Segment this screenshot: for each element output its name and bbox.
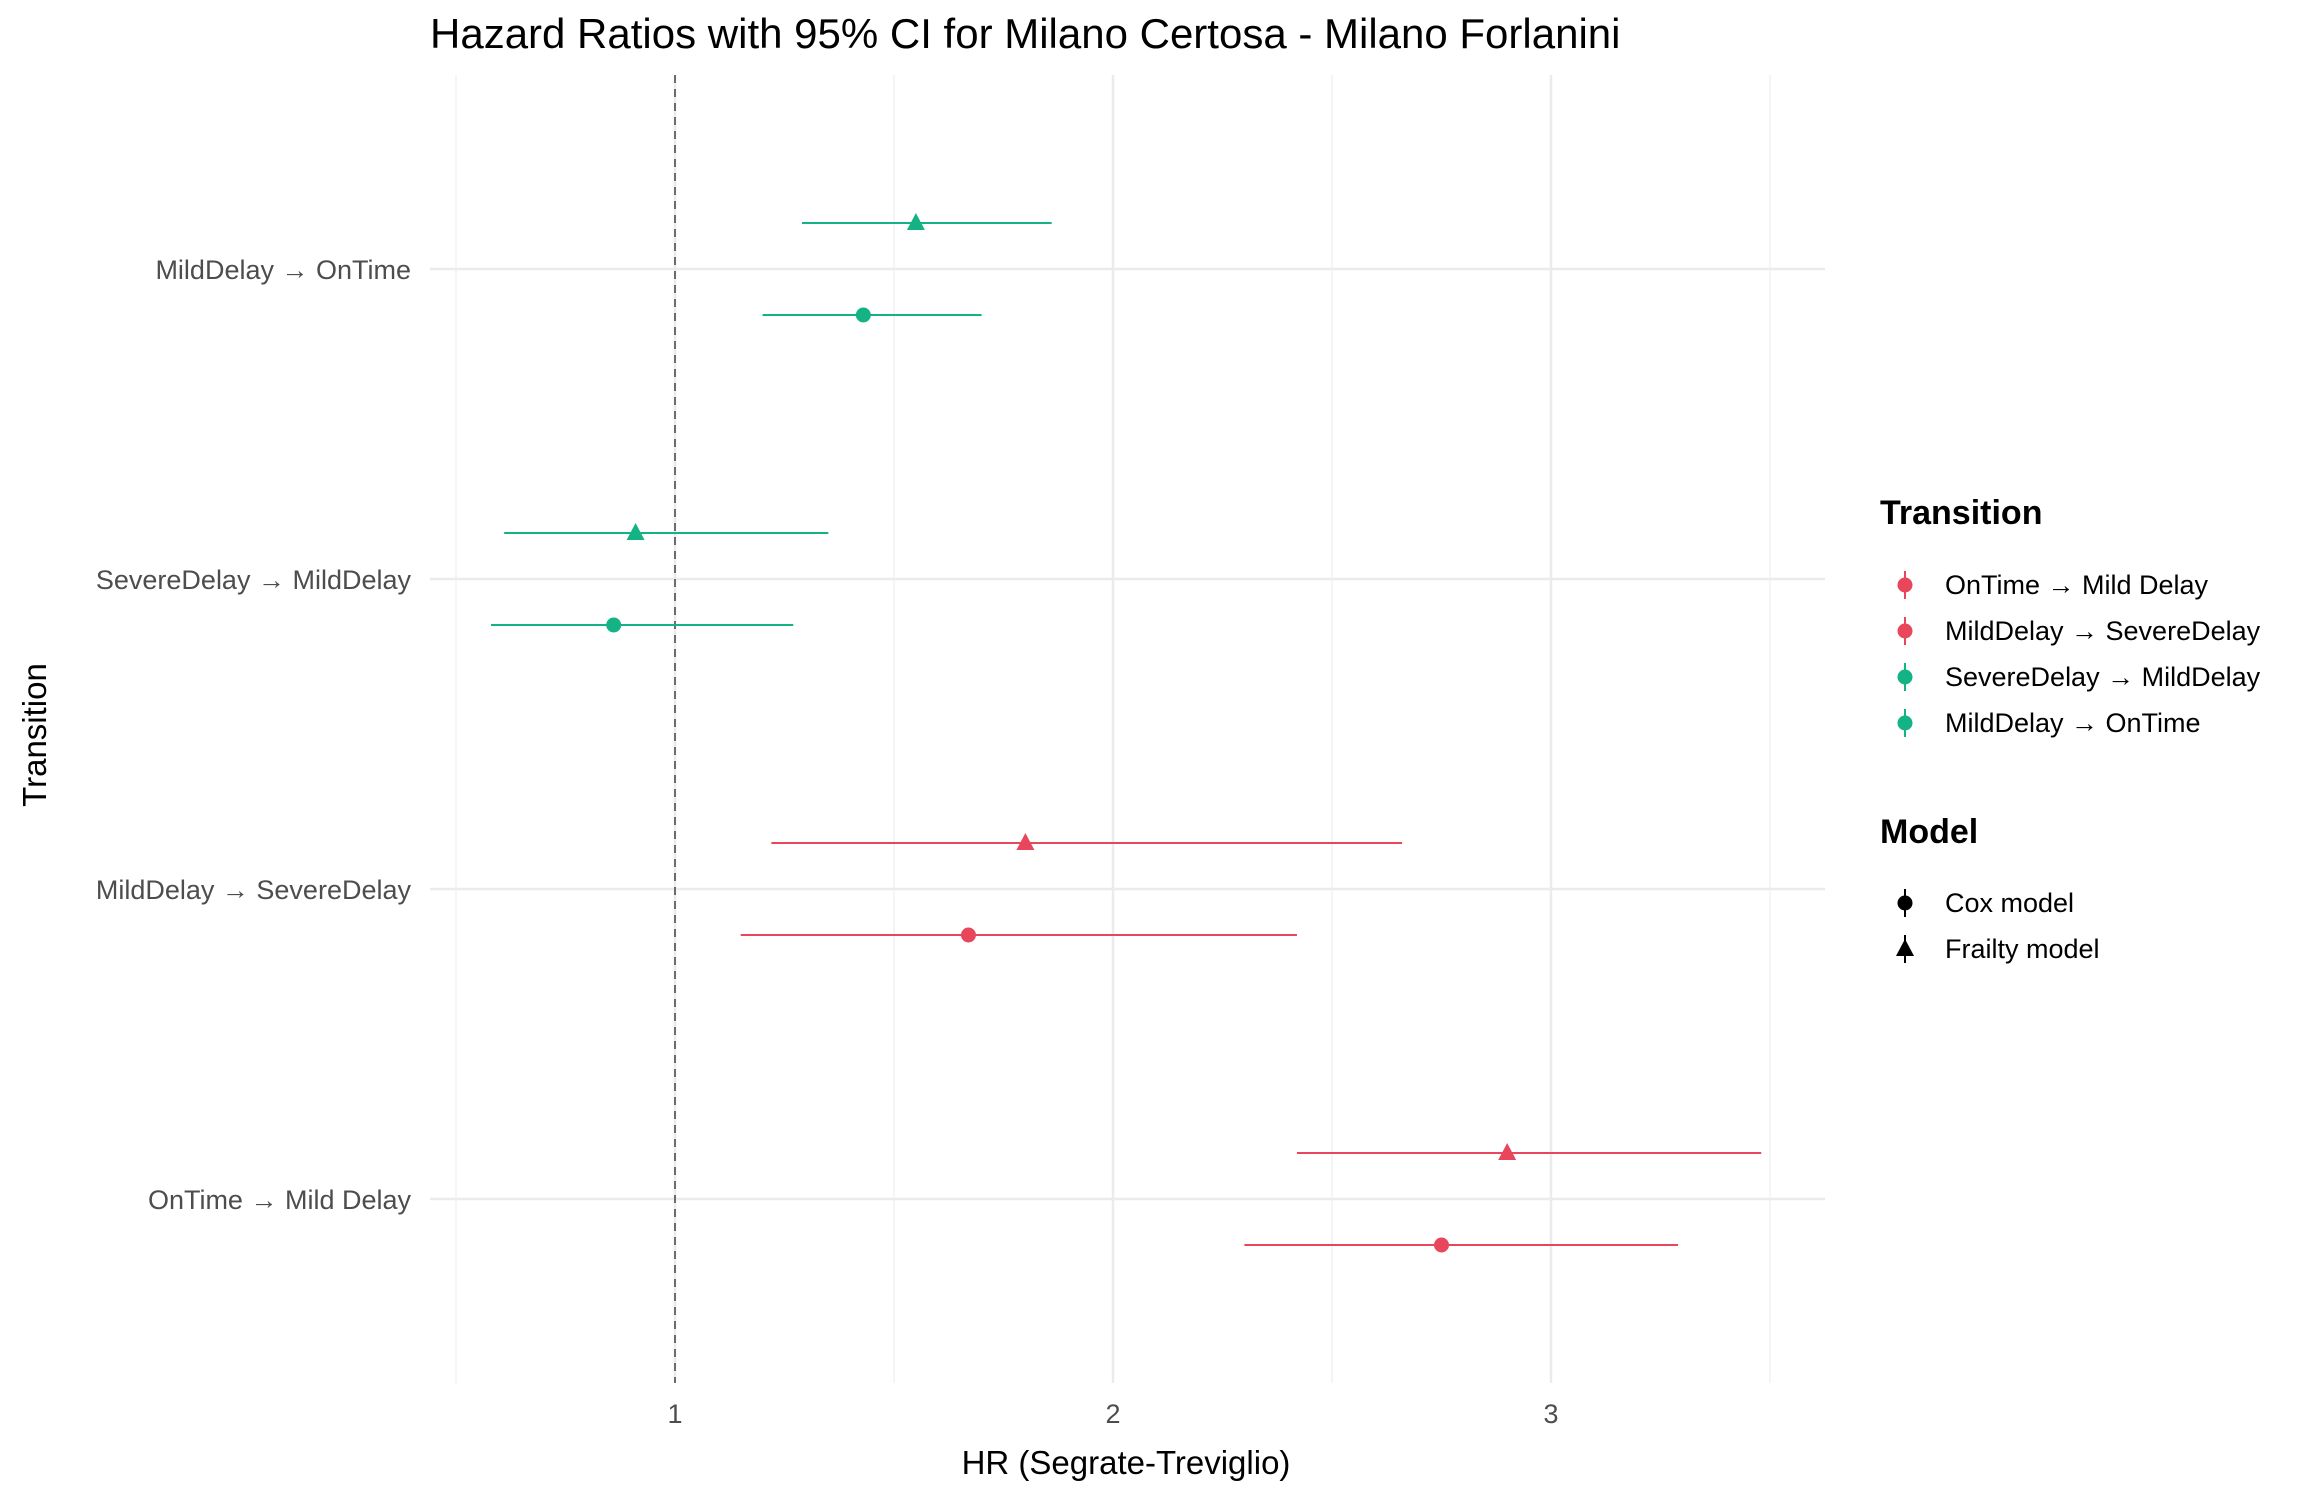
point-circle-2 [606,617,622,633]
y-tick-labels: OnTime → Mild Delay MildDelay → SevereDel… [96,255,412,1215]
point-circle-1 [960,927,976,943]
legend-model-label-1: Frailty model [1945,934,2100,964]
y-axis-title: Transition [16,663,53,807]
legend-transition-key-point-3 [1897,715,1913,731]
legend-model-items: Cox model Frailty model [1896,888,2100,964]
y-tick-label-1: MildDelay → SevereDelay [96,875,412,905]
point-circle-3 [855,307,871,323]
legend-transition-label-0: OnTime → Mild Delay [1945,570,2209,600]
legend-transition-items: OnTime → Mild Delay MildDelay → SevereDel… [1897,570,2261,738]
legend-transition-label-1: MildDelay → SevereDelay [1945,616,2261,646]
x-tick-label-0: 1 [667,1399,682,1429]
x-tick-label-2: 3 [1543,1399,1558,1429]
legend-transition-key-point-1 [1897,623,1913,639]
point-triangle-0 [1498,1143,1517,1160]
legend-transition-label-2: SevereDelay → MildDelay [1945,662,2261,692]
grid [430,75,1825,1383]
legend-transition-key-point-2 [1897,669,1913,685]
y-tick-label-2: SevereDelay → MildDelay [96,565,412,595]
data-marks [491,213,1762,1253]
legend-transition-key-point-0 [1897,577,1913,593]
point-triangle-1 [1016,833,1035,850]
x-tick-label-1: 2 [1105,1399,1120,1429]
point-triangle-2 [626,523,645,540]
legend-model-key-triangle-1 [1896,939,1914,956]
legend-model-key-circle-0 [1897,895,1913,911]
x-tick-labels: 1 2 3 [667,1399,1558,1429]
legend-model-title: Model [1880,813,1978,851]
y-tick-label-0: OnTime → Mild Delay [148,1185,412,1215]
legend-transition-label-3: MildDelay → OnTime [1945,708,2201,738]
y-tick-label-3: MildDelay → OnTime [155,255,411,285]
legend-transition-title: Transition [1880,494,2042,532]
legend-model-label-0: Cox model [1945,888,2074,918]
legend: Transition OnTime → Mild Delay MildDelay … [1880,494,2261,964]
x-axis-title: HR (Segrate-Treviglio) [962,1444,1291,1481]
point-circle-0 [1434,1237,1449,1253]
point-triangle-3 [906,213,925,230]
chart-title: Hazard Ratios with 95% CI for Milano Cer… [430,10,1620,57]
